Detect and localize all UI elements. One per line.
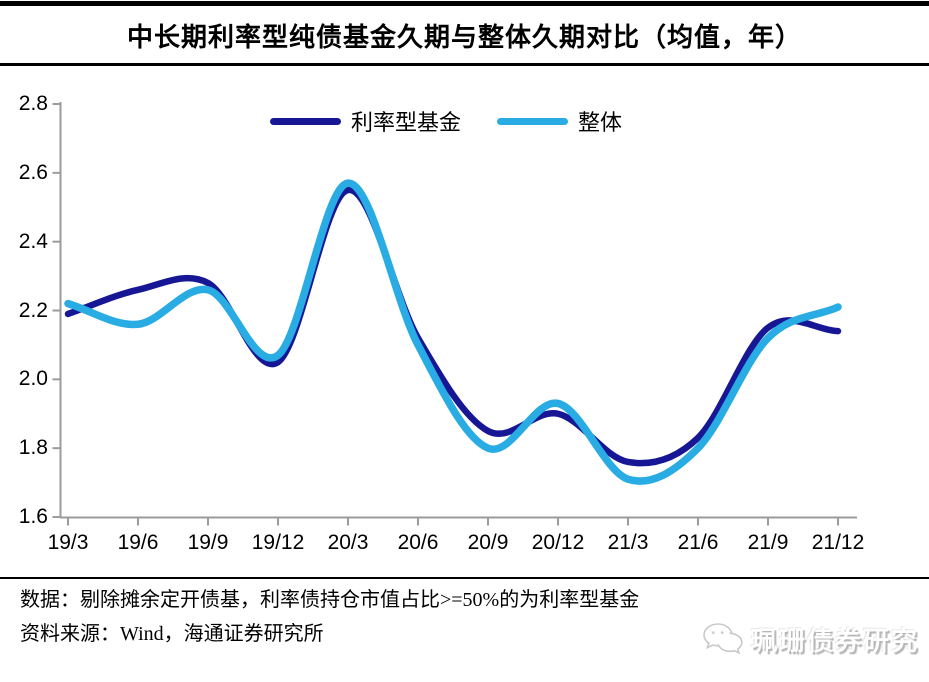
x-axis-label: 20/12 [531, 531, 585, 554]
y-axis-label: 1.6 [18, 505, 48, 528]
x-axis-label: 19/3 [47, 531, 89, 554]
rate-fund-legend-label: 利率型基金 [351, 110, 462, 135]
title-underline-rule [0, 63, 929, 66]
x-axis-label: 21/9 [747, 531, 789, 554]
y-axis-label: 2.2 [18, 298, 48, 322]
footer-note-source: 资料来源：Wind，海通证券研究所 [20, 623, 324, 645]
overall-legend-label: 整体 [578, 110, 623, 135]
x-axis-label: 20/3 [327, 531, 369, 554]
watermark-text: 珮珊债券研究 [750, 626, 919, 656]
brand-watermark: 珮珊债券研究 [701, 620, 919, 658]
x-axis-label: 21/3 [607, 531, 649, 554]
x-axis-label: 19/12 [251, 531, 305, 554]
x-axis-label: 19/9 [187, 531, 229, 554]
x-axis-label: 20/9 [467, 531, 509, 554]
y-axis-label: 2.8 [18, 92, 48, 115]
legend-item-rate-fund: 利率型基金 [270, 105, 461, 137]
x-axis-label: 21/12 [811, 531, 865, 554]
x-axis-label: 20/6 [397, 531, 439, 554]
y-axis-label: 2.6 [18, 160, 48, 184]
top-border-rule [0, 1, 929, 6]
rate-fund-line-swatch [270, 117, 341, 125]
chart-title: 中长期利率型纯债基金久期与整体久期对比（均值，年） [126, 23, 802, 52]
series-line-1 [64, 179, 842, 485]
chart-legend: 利率型基金 整体 [270, 105, 622, 137]
series-line-0 [64, 186, 842, 467]
y-axis-label: 1.8 [18, 436, 48, 460]
footer-note-data: 数据：剔除摊余定开债基，利率债持仓市值占比>=50%的为利率型基金 [20, 589, 640, 611]
x-axis-label: 19/6 [117, 531, 159, 554]
y-axis-label: 2.0 [18, 367, 48, 391]
footer-divider-rule [0, 577, 929, 579]
overall-line-swatch [497, 117, 569, 125]
legend-item-overall: 整体 [497, 105, 622, 137]
wechat-chat-bubbles-icon [703, 623, 743, 655]
x-axis-label: 21/6 [677, 531, 719, 554]
y-axis-label: 2.4 [18, 229, 48, 253]
